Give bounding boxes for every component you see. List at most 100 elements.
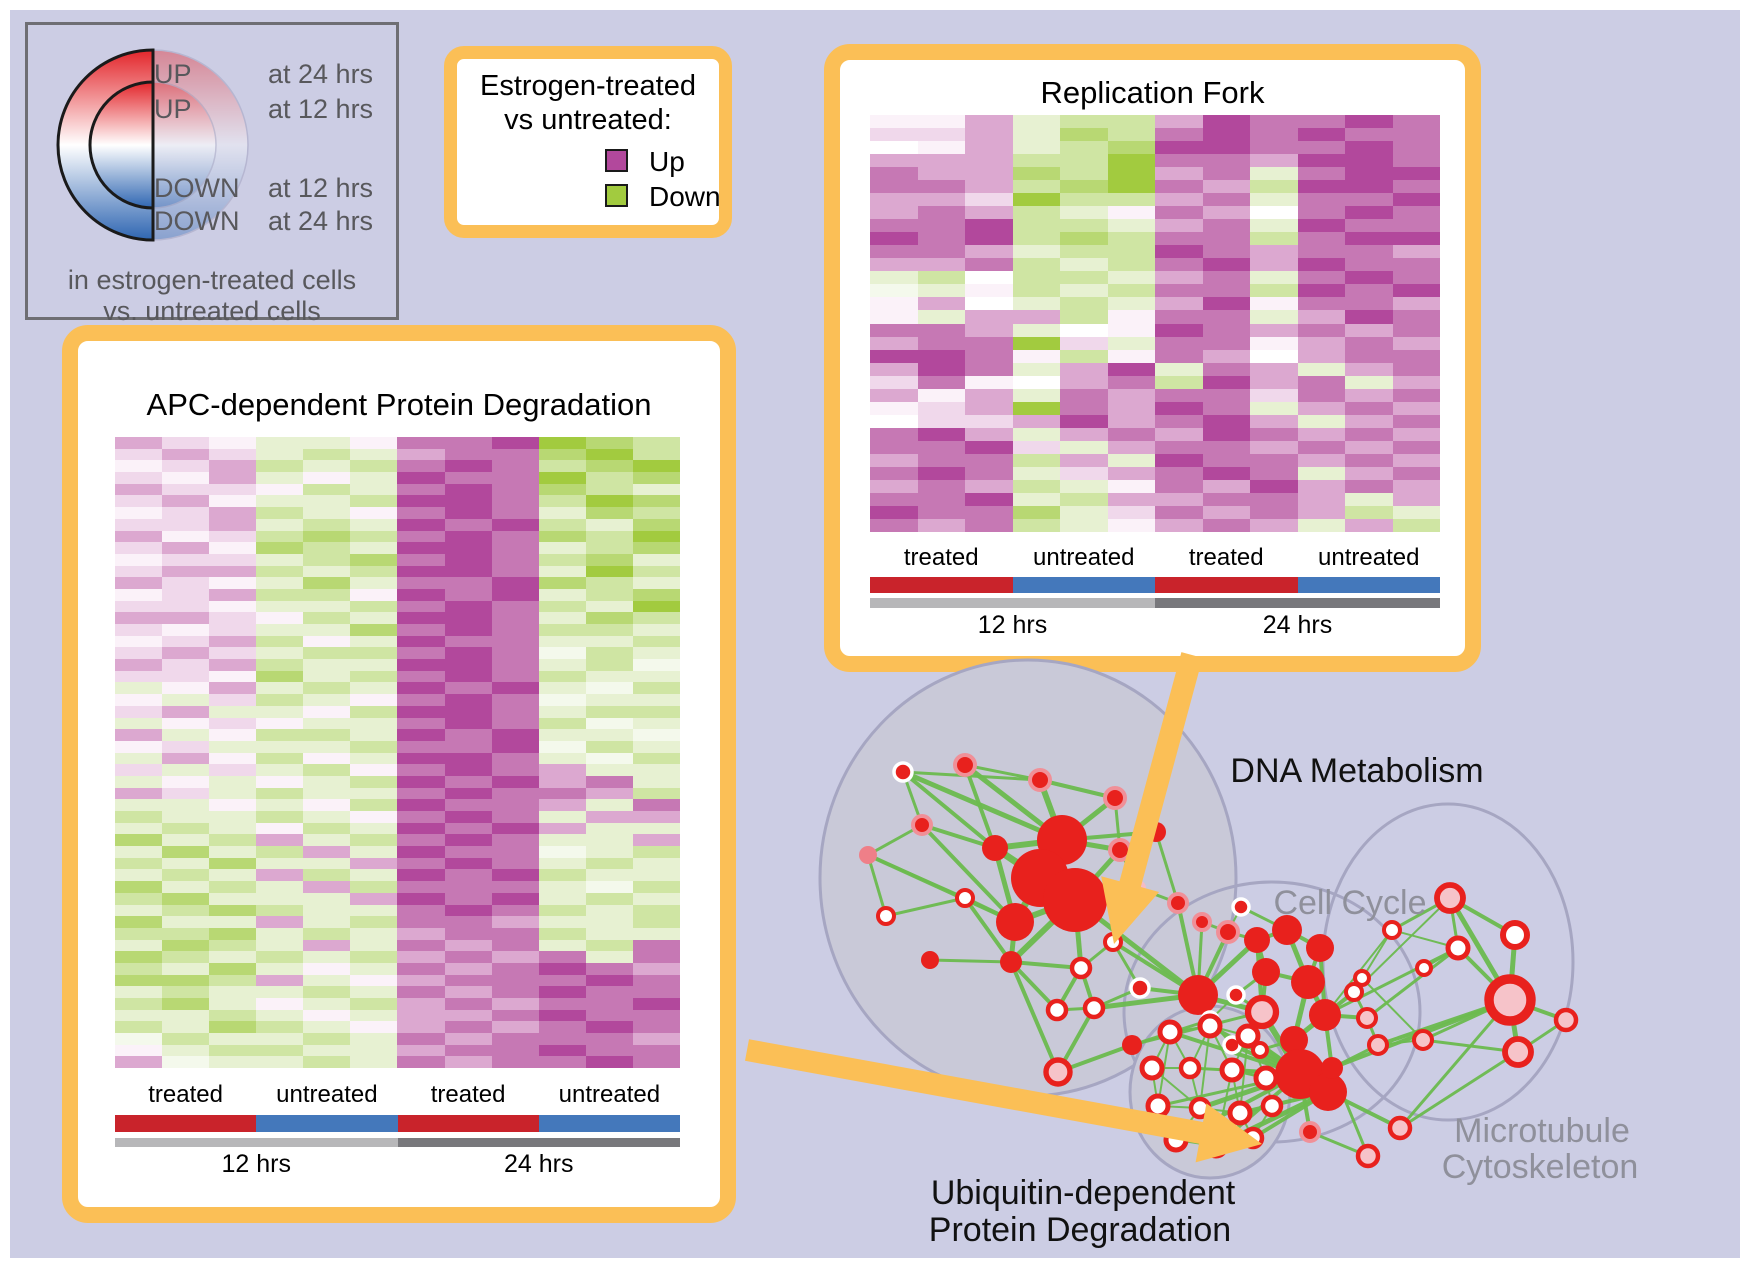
heatmap-cell [1012,271,1060,285]
heatmap-cell [585,729,633,741]
network-edge [1252,1105,1273,1139]
heatmap-cell [1345,336,1393,350]
heatmap-cell [1297,466,1345,480]
heatmap-cell [209,974,257,987]
network-edge [1246,1034,1302,1076]
heatmap-cell [115,927,163,940]
heatmap-cell [397,518,445,531]
heatmap-cell [350,507,398,519]
heatmap-cell [256,857,304,870]
up-label: Up [649,146,685,177]
network-edge [1215,1112,1241,1147]
heatmap-cell [397,799,445,811]
network-edge [1189,1066,1301,1076]
heatmap-cell [303,951,351,963]
heatmap-cell [538,694,586,706]
heatmap-cell [256,577,304,589]
heatmap-cell [585,857,633,870]
heatmap-row [870,180,1440,194]
heatmap-cell [585,1044,633,1057]
gene-node [1445,935,1471,961]
heatmap-cell [1345,375,1393,389]
heatmap-cell [444,483,492,496]
heatmap-cell [1107,336,1155,350]
treatment-color-segment [1012,577,1155,593]
network-edge [1151,1031,1171,1069]
heatmap-cell [585,939,633,952]
heatmap-cell [303,822,351,835]
heatmap-cell [491,600,539,613]
heatmap-cell [397,682,445,695]
network-edge [867,853,1016,924]
heatmap-cell [585,752,633,765]
network-edge [1093,986,1141,1010]
heatmap-cell [491,694,539,706]
network-edge [1507,999,1521,1053]
heatmap-row [870,193,1440,207]
heatmap-row [115,659,680,671]
heatmap-cell [632,822,680,835]
heatmap-row [115,939,680,952]
heatmap-cell [256,483,304,496]
heatmap-cell [491,998,539,1010]
heatmap-cell [397,647,445,660]
heatmap-cell [350,717,398,730]
heatmap-cell [1250,206,1298,220]
heatmap-cell [397,811,445,823]
heatmap-row [870,141,1440,155]
heatmap-cell [585,951,633,963]
heatmap-cell [397,507,445,519]
heatmap-cell [115,437,163,449]
heatmap-cell [444,974,492,987]
heatmap-cell [115,495,163,508]
heatmap-cell [1297,154,1345,168]
heatmap-cell [585,624,633,636]
gene-node [1028,768,1052,792]
heatmap-cell [209,857,257,870]
network-edge [1231,1035,1249,1071]
heatmap-cell [1155,284,1203,298]
heatmap-cell [303,916,351,928]
network-edge [1366,946,1459,1020]
network-edge [1169,1031,1191,1069]
heatmap-cell [917,141,965,155]
heatmap-cell [444,518,492,531]
heatmap-cell [115,881,163,893]
heatmap-cell [303,635,351,648]
heatmap-cell [632,881,680,893]
heatmap-cell [917,323,965,337]
apc-time-bar [115,1138,680,1147]
heatmap-cell [538,1009,586,1022]
heatmap-cell [1155,232,1203,246]
network-edge [1199,1107,1217,1147]
heatmap-cell [162,717,210,730]
heatmap-cell [256,740,304,753]
heatmap-cell [632,927,680,940]
heatmap-cell [491,624,539,636]
heatmap-cell [491,565,539,578]
heatmap-cell [444,670,492,683]
heatmap-cell [115,986,163,998]
heatmap-cell [870,206,918,220]
network-edge [1037,874,1078,904]
heatmap-cell [162,472,210,484]
heatmap-cell [397,670,445,683]
heatmap-cell [397,542,445,554]
gene-node [1355,1143,1381,1169]
heatmap-cell [632,624,680,636]
network-edge [1353,929,1393,993]
heatmap-cell [965,401,1013,415]
network-edge [901,771,924,826]
apc-degradation-heatmap [115,437,680,1069]
heatmap-cell [162,729,210,741]
heatmap-cell [1297,336,1345,350]
heatmap-cell [256,939,304,952]
heatmap-cell [965,414,1013,428]
heatmap-row [870,505,1440,519]
heatmap-cell [917,479,965,493]
heatmap-cell [1297,232,1345,246]
heatmap-row [870,271,1440,285]
heatmap-cell [1155,115,1203,129]
heatmap-row [870,128,1440,142]
heatmap-cell [1392,401,1440,415]
